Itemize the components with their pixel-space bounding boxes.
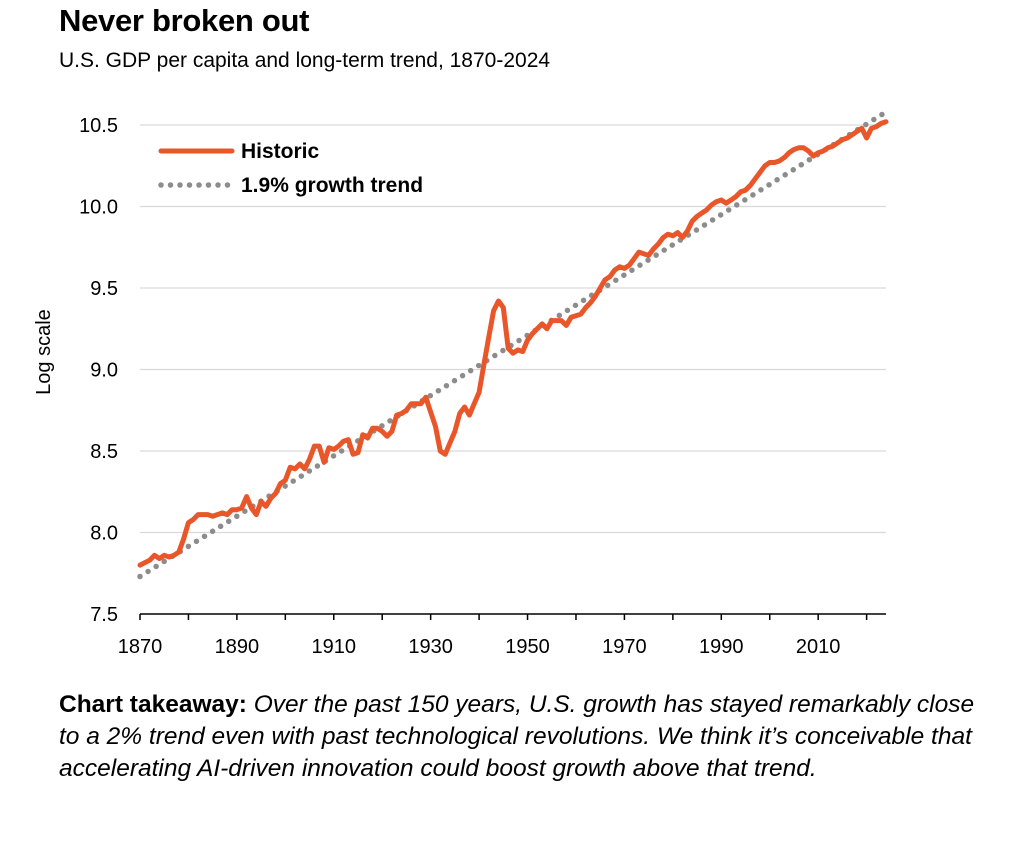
- y-axis-label: Log scale: [33, 309, 55, 395]
- x-tick-label: 1990: [699, 636, 744, 658]
- x-tick-label: 2010: [796, 636, 841, 658]
- x-tick-label: 1870: [118, 636, 163, 658]
- x-axis-tick-labels: 1870 1890 1910 1930 1950 1970 1990 2010: [118, 636, 841, 658]
- x-tick-label: 1930: [408, 636, 453, 658]
- x-tick-label: 1950: [505, 636, 550, 658]
- chart-subtitle: U.S. GDP per capita and long-term trend,…: [59, 49, 551, 72]
- y-tick-label: 10.5: [79, 115, 118, 137]
- x-tick-label: 1910: [312, 636, 357, 658]
- line-chart: 7.5 8.0 8.5 9.0 9.5 10.0 10.5 1870 1890 1910 1930…: [33, 109, 889, 658]
- y-tick-label: 9.5: [90, 278, 118, 300]
- legend: Historic 1.9% growth trend: [158, 140, 423, 197]
- y-axis-tick-labels: 7.5 8.0 8.5 9.0 9.5 10.0 10.5: [79, 115, 118, 626]
- legend-label-historic: Historic: [241, 140, 320, 163]
- takeaway-text: Over the past 150 years, U.S. growth has…: [59, 691, 975, 782]
- x-tick-label: 1970: [602, 636, 647, 658]
- y-tick-label: 8.5: [90, 441, 118, 463]
- y-tick-label: 8.0: [90, 523, 118, 545]
- legend-label-trend: 1.9% growth trend: [241, 174, 423, 197]
- series-line-historic: [137, 119, 889, 568]
- chart-title: Never broken out: [59, 3, 310, 38]
- y-tick-label: 9.0: [90, 360, 118, 382]
- x-axis: [139, 613, 886, 620]
- y-tick-label: 10.0: [79, 197, 118, 219]
- y-tick-label: 7.5: [90, 604, 118, 626]
- gridlines: [140, 124, 886, 534]
- series-line-trend: [137, 109, 889, 580]
- chart-takeaway: Chart takeaway: Over the past 150 years,…: [59, 689, 999, 785]
- takeaway-label: Chart takeaway:: [59, 691, 247, 718]
- x-tick-label: 1890: [215, 636, 260, 658]
